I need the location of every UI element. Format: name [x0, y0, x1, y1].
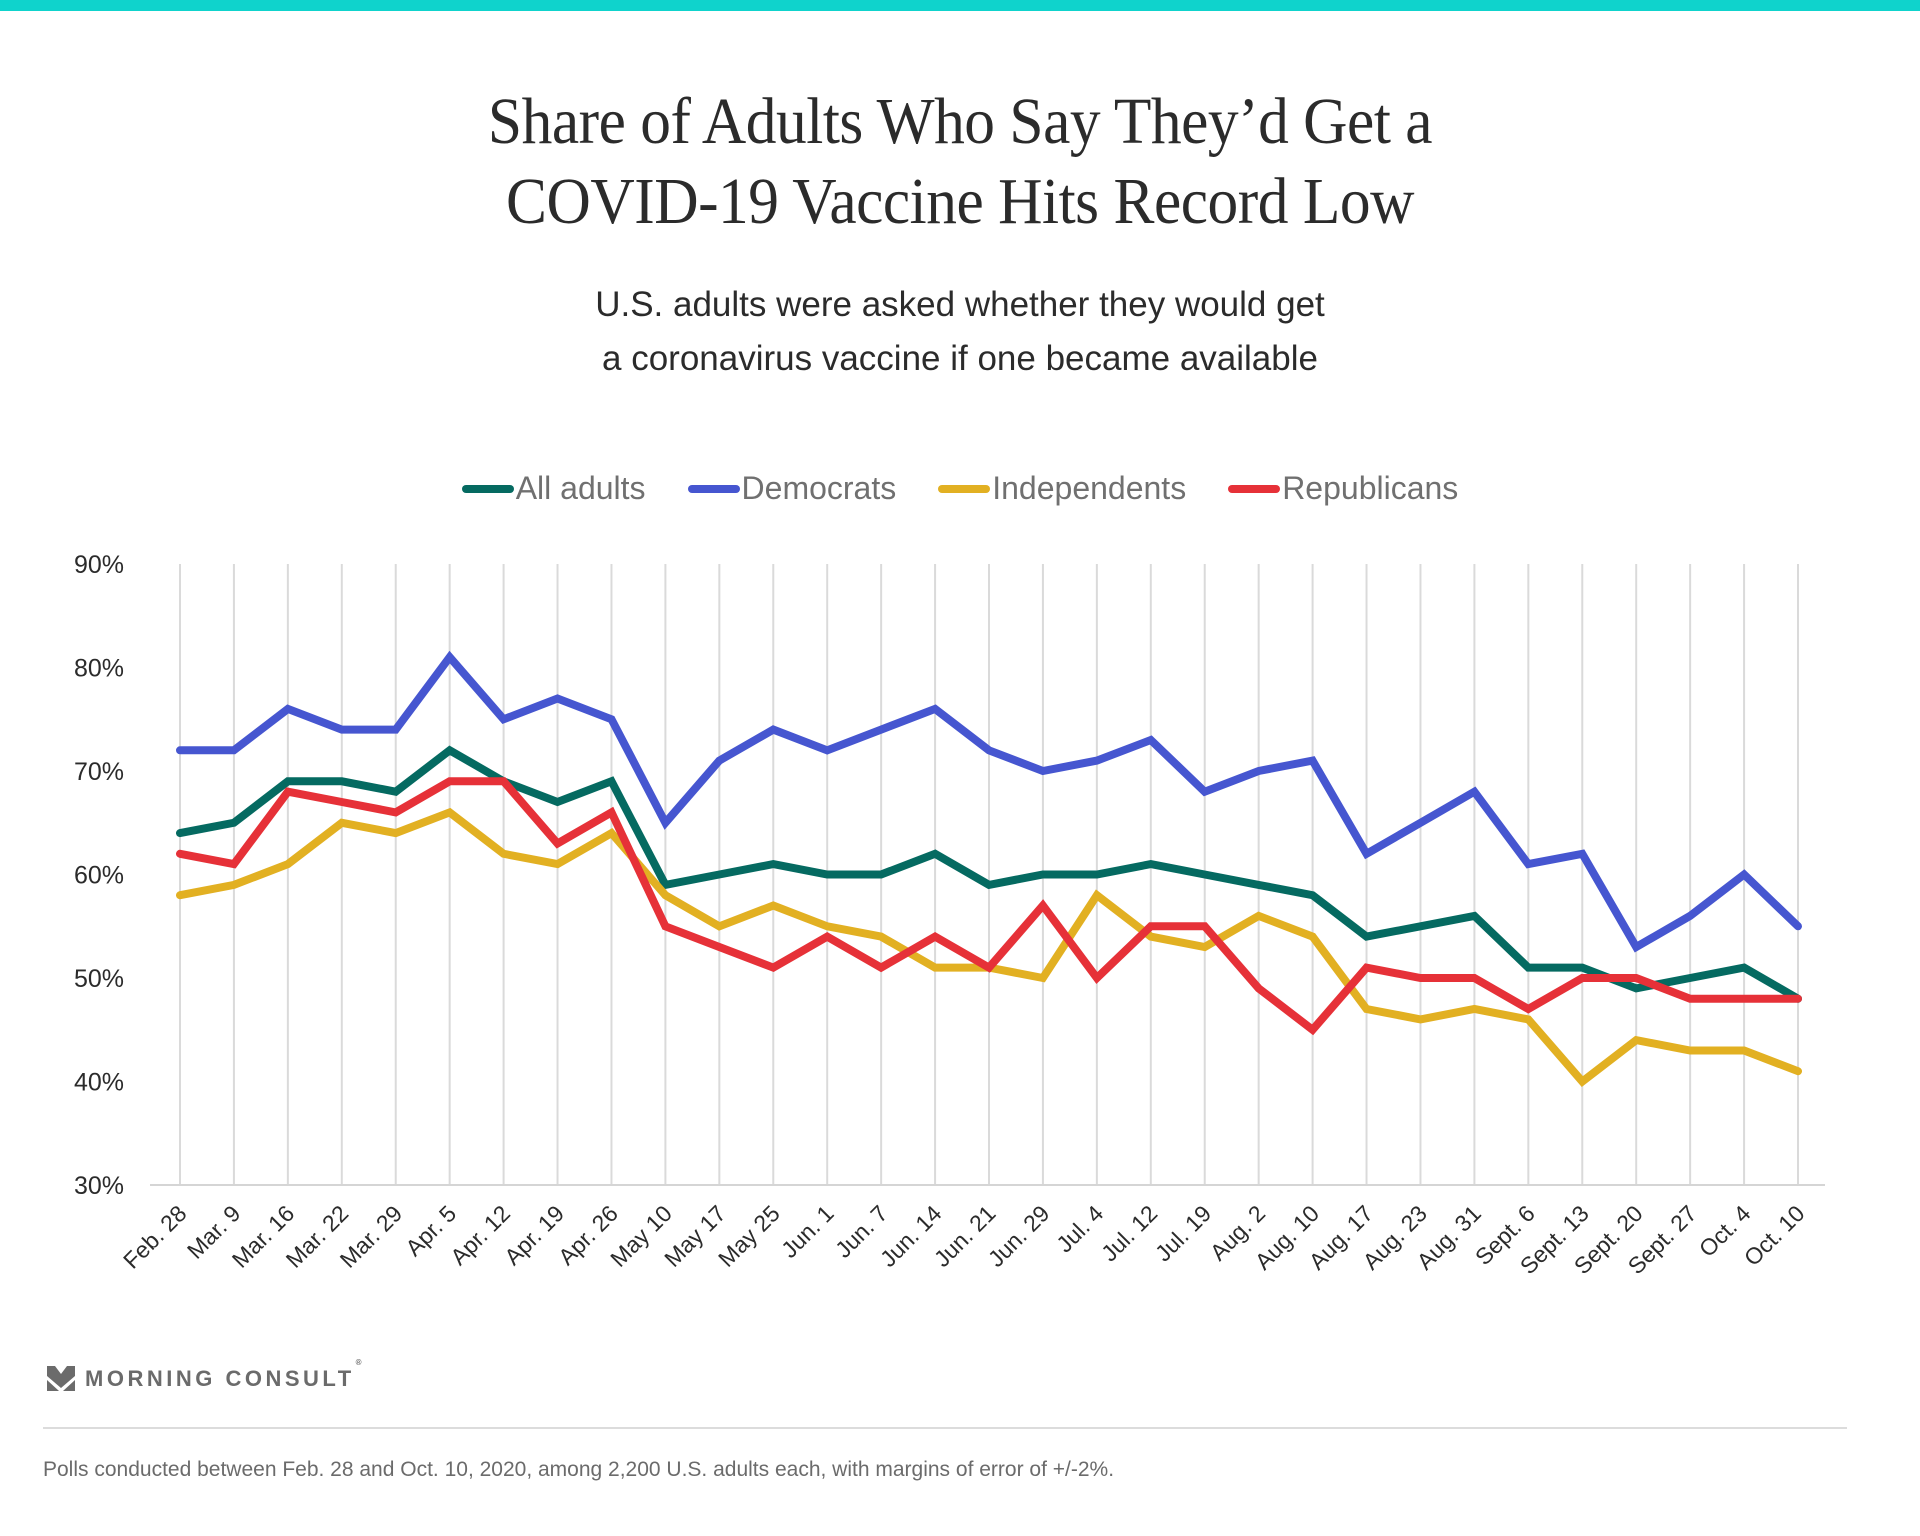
- x-tick-label: Jun. 1: [776, 1200, 839, 1263]
- logo-wordmark: MORNING CONSULT: [85, 1366, 355, 1391]
- legend-swatch: [1228, 484, 1281, 493]
- logo-text: MORNING CONSULT®: [85, 1358, 365, 1392]
- x-tick-label: Jul. 12: [1096, 1200, 1162, 1266]
- y-tick-label: 60%: [74, 862, 124, 890]
- chart-subtitle: U.S. adults were asked whether they woul…: [0, 278, 1920, 386]
- legend-item-republicans: Republicans: [1228, 470, 1458, 507]
- morning-consult-logo-icon: [47, 1366, 75, 1391]
- x-tick-label: Apr. 12: [445, 1200, 515, 1270]
- x-tick-label: Apr. 19: [499, 1200, 569, 1270]
- x-tick-label: Oct. 10: [1739, 1200, 1810, 1271]
- y-tick-label: 90%: [74, 551, 124, 579]
- chart-subtitle-line-2: a coronavirus vaccine if one became avai…: [602, 339, 1318, 378]
- series-line: [176, 745, 1802, 1003]
- registered-mark: ®: [355, 1358, 366, 1367]
- legend-swatch: [938, 484, 991, 493]
- legend-item-independents: Independents: [938, 470, 1186, 507]
- legend-swatch: [687, 484, 740, 493]
- y-tick-label: 70%: [74, 758, 124, 786]
- y-tick-label: 40%: [74, 1069, 124, 1097]
- chart-title: Share of Adults Who Say They’d Get a COV…: [67, 82, 1853, 242]
- top-accent-bar: [0, 0, 1920, 11]
- y-tick-label: 30%: [74, 1172, 124, 1200]
- morning-consult-logo: MORNING CONSULT®: [47, 1358, 365, 1392]
- legend-item-all-adults: All adults: [461, 470, 646, 507]
- footer-divider: [43, 1427, 1847, 1429]
- x-tick-label: Jul. 19: [1150, 1200, 1216, 1266]
- x-tick-label: May 25: [713, 1200, 785, 1272]
- chart-subtitle-line-1: U.S. adults were asked whether they woul…: [595, 285, 1325, 324]
- x-tick-label: Jun. 29: [983, 1200, 1055, 1272]
- series-all-adults: [176, 745, 1802, 1003]
- series-lines: [176, 650, 1802, 1087]
- y-axis-ticks: 30% 40% 50% 60% 70% 80% 90%: [74, 551, 124, 1200]
- legend-label: Democrats: [741, 470, 897, 506]
- chart-legend: All adults Democrats Independents Republica…: [0, 470, 1920, 507]
- legend-label: Republicans: [1282, 470, 1459, 506]
- legend-label: Independents: [992, 470, 1187, 506]
- legend-swatch: [461, 484, 514, 493]
- chart-title-line-2: COVID-19 Vaccine Hits Record Low: [506, 165, 1414, 238]
- chart-title-line-1: Share of Adults Who Say They’d Get a: [487, 85, 1433, 158]
- legend-label: All adults: [515, 470, 646, 506]
- x-tick-label: Feb. 28: [118, 1200, 192, 1274]
- gridlines: [179, 564, 1799, 1185]
- series-line: [176, 777, 1802, 1036]
- y-tick-label: 80%: [74, 655, 124, 683]
- footnote: Polls conducted between Feb. 28 and Oct.…: [43, 1458, 1115, 1481]
- series-republicans: [176, 777, 1802, 1036]
- y-tick-label: 50%: [74, 965, 124, 993]
- series-democrats: [176, 650, 1802, 953]
- legend-item-democrats: Democrats: [687, 470, 897, 507]
